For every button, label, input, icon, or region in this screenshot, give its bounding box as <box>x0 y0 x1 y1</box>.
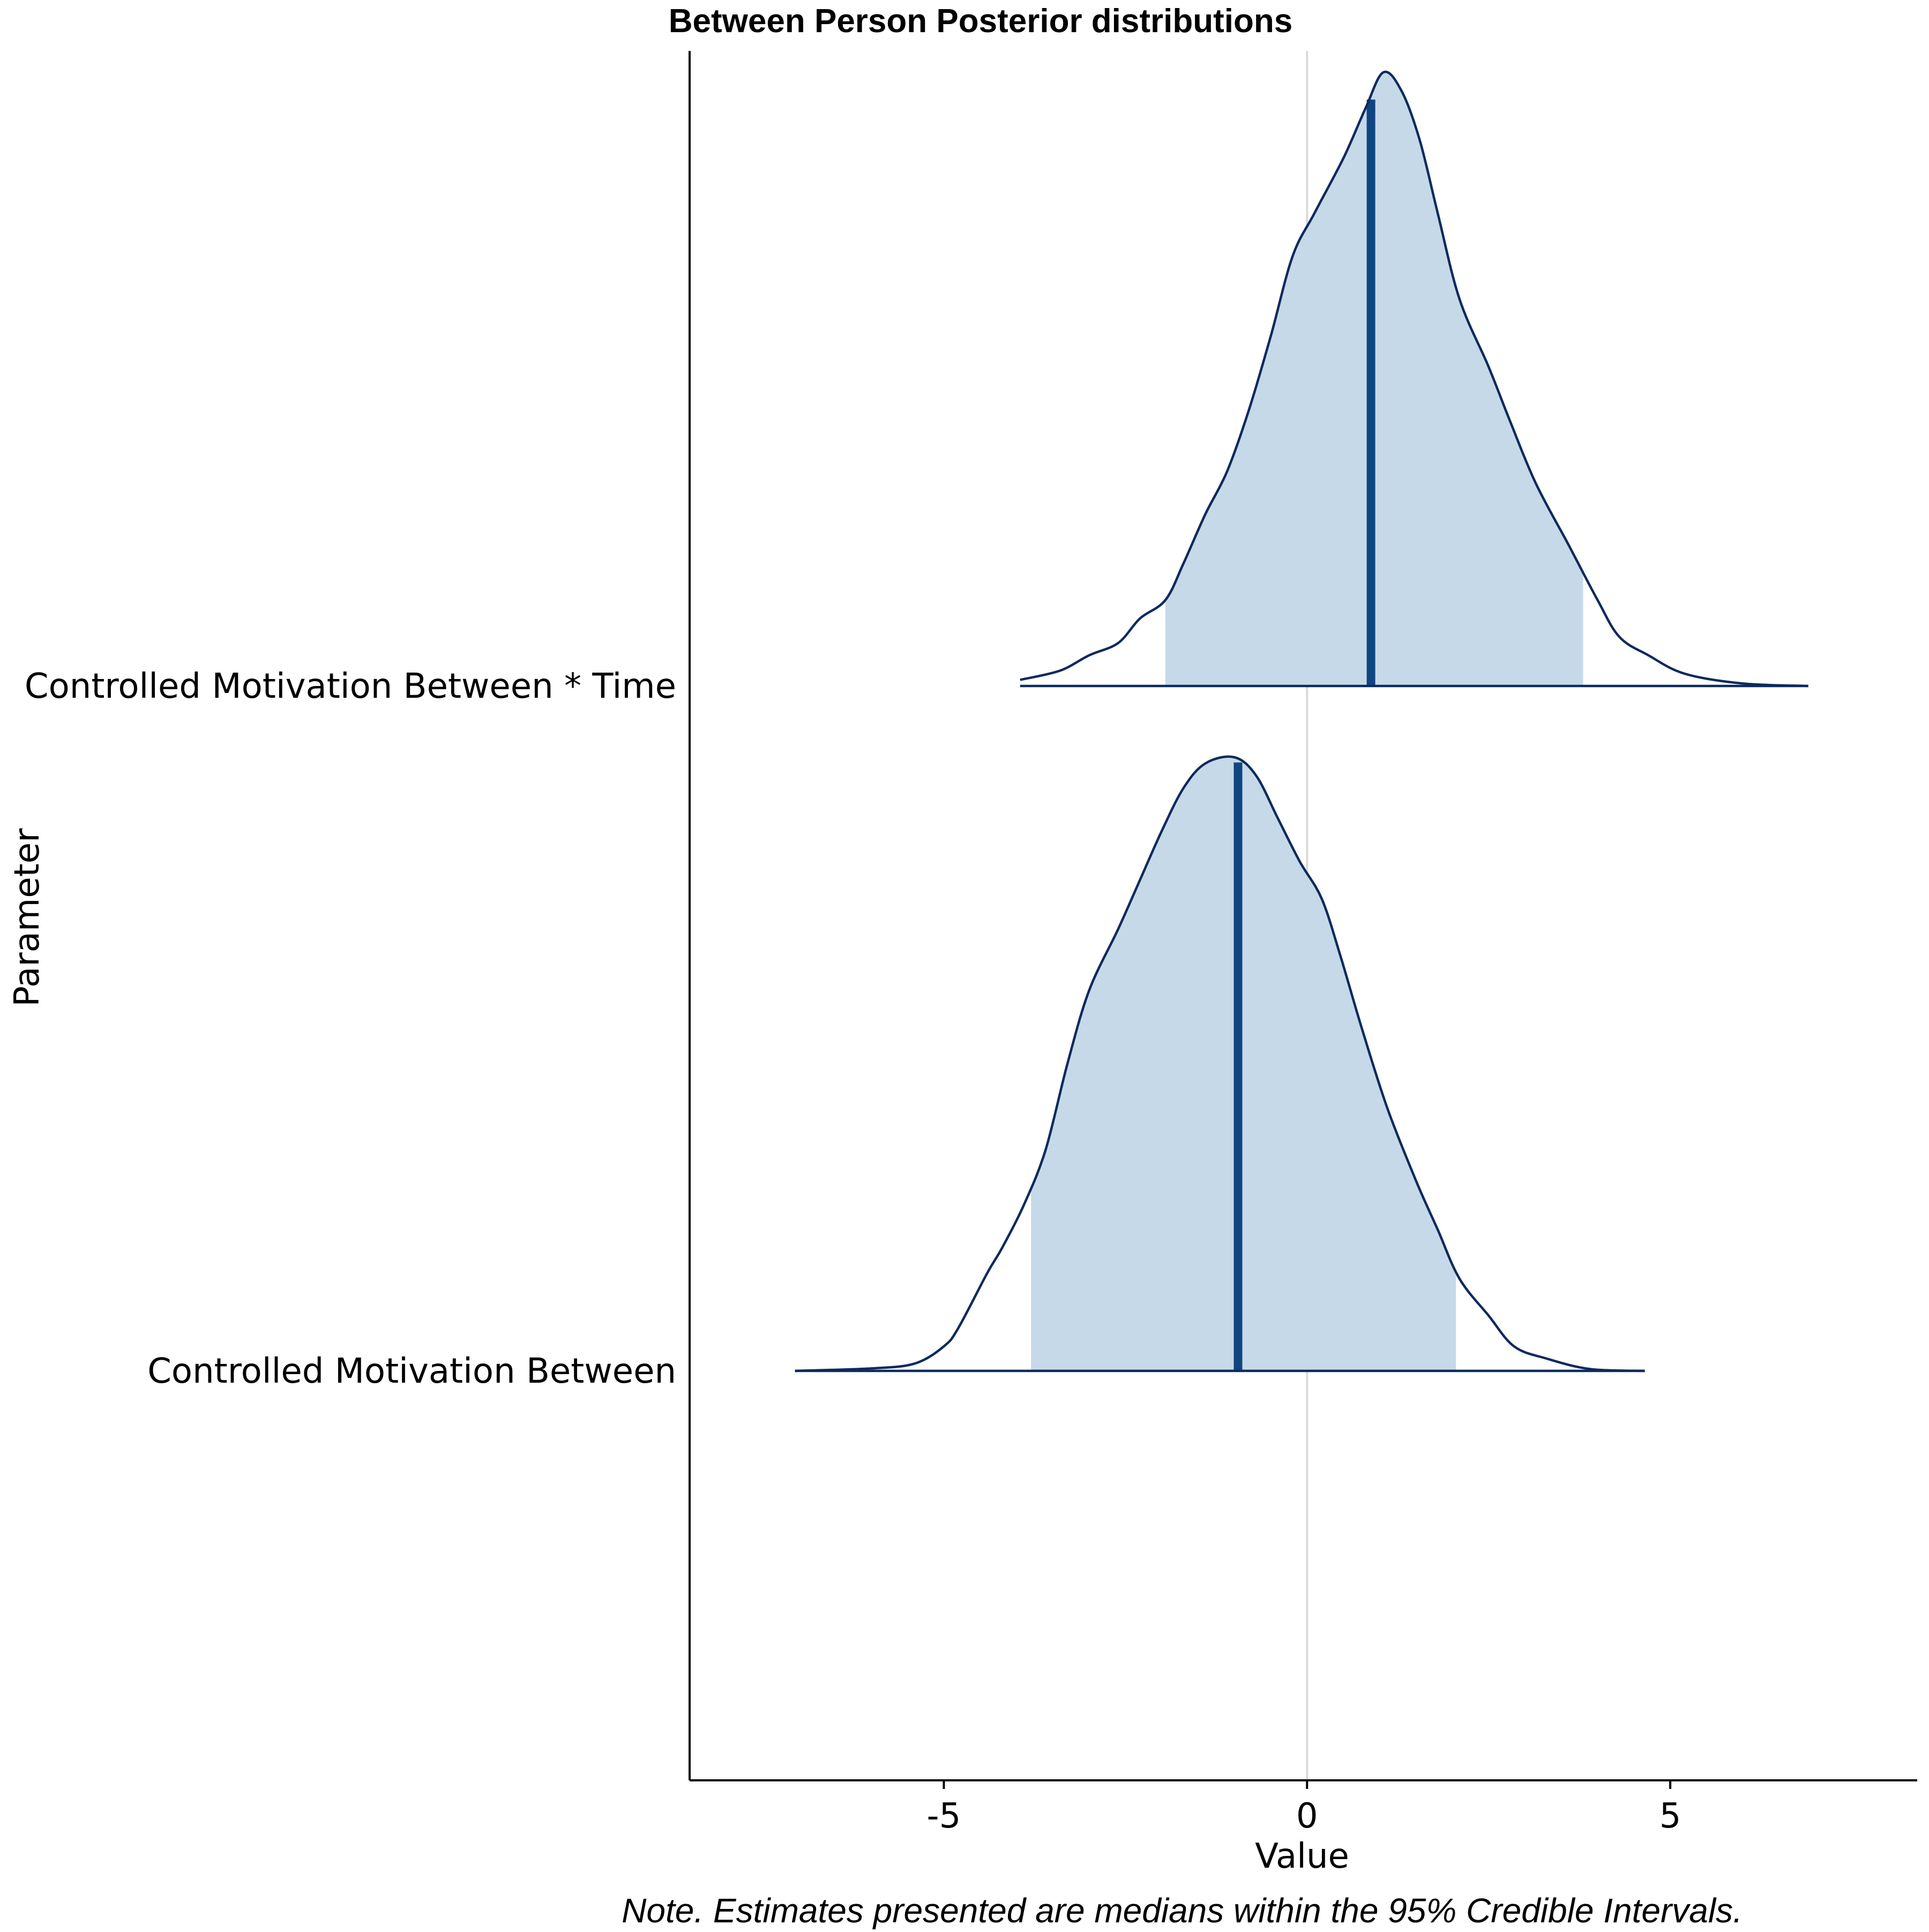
x-tick-label: 5 <box>1659 1796 1681 1836</box>
category-label-0: Controlled Motivation Between <box>147 1352 676 1391</box>
ridge-series-1 <box>1020 70 1808 688</box>
x-tick-label: -5 <box>927 1796 961 1836</box>
category-label-1: Controlled Motivation Between * Time <box>25 667 676 706</box>
x-axis-ticks: -5 0 5 <box>927 1780 1681 1836</box>
density-curve <box>795 755 1645 1372</box>
chart-title: Between Person Posterior distributions <box>669 3 1292 40</box>
y-axis-categories: Controlled Motivation Between Controlled … <box>25 667 676 1391</box>
x-tick-label: 0 <box>1296 1796 1318 1836</box>
x-axis-label: Value <box>1255 1837 1349 1876</box>
chart-note: Note. Estimates presented are medians wi… <box>622 1891 1743 1929</box>
density-curve <box>1020 70 1808 688</box>
ridge-group <box>795 70 1808 1372</box>
ridge-series-0 <box>795 755 1645 1372</box>
credible-interval-area <box>1031 756 1456 1371</box>
y-axis-label: Parameter <box>8 828 47 1007</box>
